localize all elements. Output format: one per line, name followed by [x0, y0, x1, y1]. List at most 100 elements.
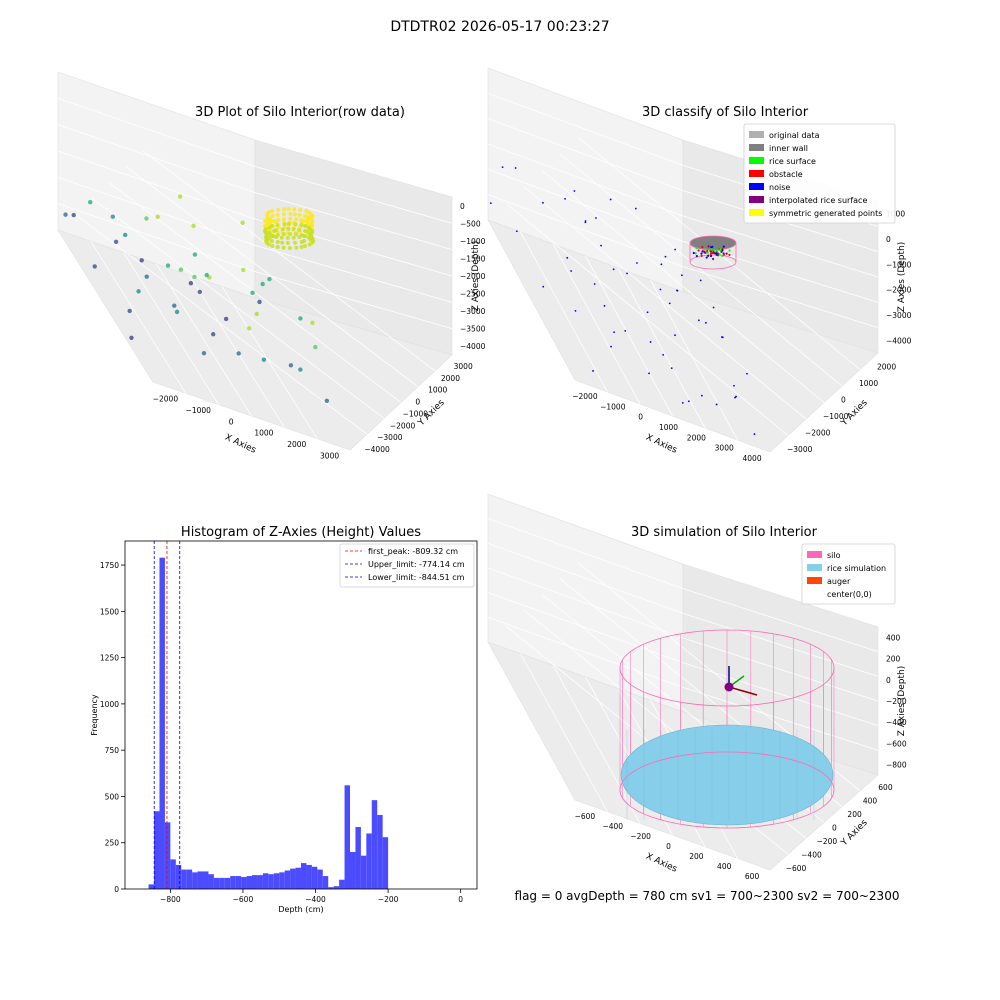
classified-point [706, 249, 709, 253]
legend-label: interpolated rice surface [769, 196, 867, 205]
y-tick-label: 2000 [441, 374, 460, 383]
grid-line [57, 203, 256, 273]
wall-point [310, 237, 315, 242]
z-tick-label: 200 [886, 655, 901, 664]
noise-point [721, 336, 724, 339]
grid-line [57, 150, 256, 220]
x-tick-label: 3000 [715, 444, 734, 453]
data-point [254, 311, 259, 317]
noise-point [609, 198, 612, 201]
x-tick-label: −200 [630, 832, 651, 841]
classified-point [725, 252, 728, 255]
y-axis-label: Frequency [90, 694, 99, 736]
y-tick-label: 1000 [859, 379, 878, 388]
classified-point [719, 248, 722, 252]
wall-point [274, 227, 279, 232]
data-point [210, 332, 216, 337]
data-point [92, 264, 97, 269]
wall-point [275, 212, 280, 217]
wall-point [309, 217, 314, 222]
data-point [241, 267, 246, 273]
wall-point [305, 220, 310, 225]
y-tick-label: 200 [847, 810, 862, 819]
x-tick-label: 1000 [254, 429, 273, 438]
y-tick-label: 250 [105, 839, 120, 848]
wall-point [293, 232, 298, 237]
noise-point [612, 268, 615, 271]
histogram-bar [246, 876, 253, 889]
grid-line [552, 243, 641, 405]
grid-line [188, 275, 285, 428]
wall-point [279, 235, 284, 240]
y-tick-label: 1500 [100, 607, 119, 616]
noise-point [660, 263, 663, 266]
legend-swatch [807, 590, 822, 597]
histogram-bar [175, 864, 182, 889]
histogram-bar [311, 866, 318, 889]
figure-title: DTDTR02 2026-05-17 00:23:27 [390, 19, 609, 35]
grid-line [254, 165, 453, 224]
classified-point [707, 254, 710, 257]
grid-line [254, 244, 453, 303]
chart-title: 3D simulation of Silo Interior [631, 525, 818, 540]
wall-point [280, 227, 285, 232]
classified-point [711, 245, 714, 248]
data-point [110, 214, 116, 219]
legend-label: inner wall [769, 144, 808, 153]
grid-line [487, 118, 684, 192]
x-tick-label: 3000 [320, 451, 339, 460]
y-tick-label: 0 [841, 395, 846, 404]
noise-point [593, 283, 596, 285]
z-tick-label: 1000 [886, 210, 905, 219]
grid-line [487, 518, 684, 590]
y-tick-label: 400 [863, 796, 878, 805]
histogram-bar [235, 876, 242, 889]
x-tick-label: 2000 [687, 433, 706, 442]
classify-3d-plot: 3D classify of Silo Interior−2000−100001… [487, 67, 912, 463]
grid-line [682, 612, 879, 677]
grid-line [682, 215, 879, 278]
y-tick-label: 0 [415, 398, 420, 407]
classified-point [707, 245, 710, 248]
histogram-bar [262, 873, 269, 889]
x-axis-label: X Axies [644, 433, 679, 456]
x-tick-label: 2000 [287, 440, 306, 449]
wall-point [302, 224, 307, 229]
wall-point [288, 212, 293, 216]
classified-point [722, 245, 725, 248]
wall-point [267, 230, 272, 235]
wall-point [298, 207, 303, 212]
y-tick-label: 0 [114, 885, 119, 894]
data-point [172, 303, 177, 308]
wall-point [270, 214, 275, 219]
y-tick-label: 3000 [454, 362, 473, 371]
legend-swatch [807, 551, 822, 558]
z-tick-label: −400 [886, 718, 907, 727]
z-tick-label: 400 [886, 634, 901, 643]
classified-point [695, 254, 698, 258]
grid-line [487, 194, 684, 268]
z-tick-label: −2000 [886, 286, 912, 295]
noise-point [662, 353, 665, 356]
x-axis-label: X Axies [644, 852, 679, 875]
histogram-bar [344, 785, 350, 889]
histogram-bar [306, 864, 312, 889]
grid-line [650, 279, 738, 441]
wall-point [292, 207, 297, 212]
plot-frame [124, 540, 478, 890]
x-tick-label: 200 [689, 852, 704, 861]
z-tick-label: 0 [886, 676, 891, 685]
grid-line [559, 153, 843, 387]
rice-surface [620, 724, 834, 826]
classified-point [711, 251, 714, 255]
wall-point [286, 227, 291, 231]
legend-label: original data [769, 131, 820, 140]
silo-bottom-rim [619, 751, 835, 829]
grid-line [74, 213, 368, 435]
z-tick-label: −500 [460, 219, 481, 228]
grid-line [57, 124, 256, 194]
z-tick-label: −4000 [886, 336, 912, 345]
grid-line [541, 170, 825, 403]
x-tick-label: 0 [638, 413, 643, 422]
